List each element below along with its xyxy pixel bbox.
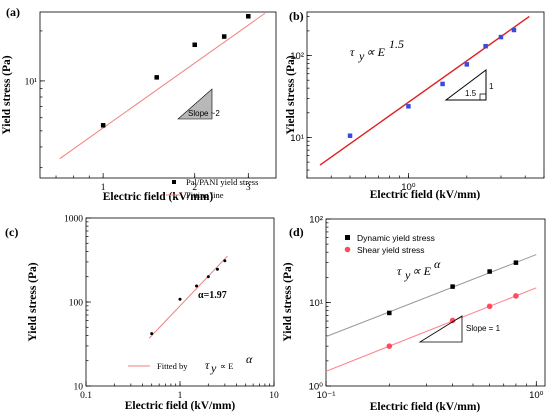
b-right-angle-mark — [479, 93, 486, 100]
a-slope-triangle — [177, 88, 213, 120]
c-legend-rest: ∝ E — [220, 361, 233, 371]
b-power-law-sub: y — [358, 49, 365, 63]
b-data-point — [464, 62, 470, 67]
panel-c: 0.1 1 10 10 100 1000 Electric field (kV/mm) Yie… — [5, 215, 279, 413]
b-panel-label: (b) — [289, 9, 304, 23]
a-plot-frame — [39, 11, 277, 179]
a-panel-label: (a) — [6, 5, 20, 19]
c-x-tick-label: 0.1 — [80, 391, 92, 401]
b-x-tick-label: 10⁰ — [401, 182, 416, 193]
c-y-tick-label: 1000 — [64, 215, 83, 225]
c-data-point — [178, 297, 182, 301]
d-y-axis-label: Yield stress (Pa) — [282, 262, 294, 341]
c-y-axis-label: Yield stress (Pa) — [27, 262, 39, 341]
b-x-axis-label: Electric field (kV/mm) — [370, 189, 481, 201]
a-legend-marker — [172, 180, 176, 184]
b-y-axis-label: Yield stress (Pa) — [285, 55, 297, 134]
d-legend-marker-1 — [345, 235, 350, 240]
a-data-point — [154, 75, 159, 80]
a-x-tick-label: 2 — [192, 183, 197, 193]
d-panel-label: (d) — [289, 225, 304, 239]
b-data-point — [406, 104, 411, 109]
d-y-tick-label: 10² — [309, 215, 323, 226]
b-slope-label: 1.5 — [465, 89, 477, 98]
c-x-tick-label: 1 — [178, 391, 183, 401]
c-data-point — [223, 259, 227, 263]
d-power-law-rhs: ∝ E — [412, 264, 432, 278]
a-y-axis-label: Yield stress (Pa) — [1, 55, 13, 134]
d-slope-triangle — [418, 315, 463, 343]
a-fit-line — [59, 12, 266, 160]
c-legend-y: y — [210, 361, 217, 375]
b-data-point — [511, 27, 517, 33]
a-x-tick-label: 1 — [101, 183, 106, 193]
c-alpha-label: α=1.97 — [198, 290, 227, 301]
d-legend-label-2: Shear yield stress — [357, 245, 425, 255]
c-data-point — [195, 284, 199, 288]
d-power-law-sub: y — [404, 268, 411, 282]
panel-a: 1 2 3 10¹ Electric field (kV/mm) Yield stress… — [1, 5, 277, 203]
d-x-tick-label: 10⁰ — [529, 390, 544, 401]
c-legend-exp: α — [246, 352, 253, 366]
d-data-point — [449, 317, 456, 324]
d-data-point — [386, 343, 393, 349]
d-data-point — [487, 269, 492, 274]
d-power-law-exponent: α — [434, 257, 441, 271]
d-data-point — [513, 293, 519, 299]
c-fit-line — [148, 255, 228, 339]
c-y-tick-label: 100 — [69, 299, 84, 309]
b-power-law-rhs: ∝ E — [366, 45, 386, 59]
d-fit-line — [325, 254, 537, 338]
a-x-tick-label: 3 — [246, 183, 251, 193]
panel-b: 10⁰ 10¹ 10² Electric field (kV/mm) Yield str… — [285, 9, 545, 201]
c-y-tick-label: 10 — [74, 383, 84, 393]
c-x-axis-label: Electric field (kV/mm) — [125, 400, 236, 412]
a-y-tick-label: 10¹ — [25, 77, 38, 87]
c-data-point — [215, 267, 219, 271]
b-data-point — [483, 43, 488, 49]
a-legend-label-2: Fitting line — [186, 190, 224, 200]
c-panel-label: (c) — [5, 225, 18, 239]
d-y-tick-label: 10⁰ — [309, 382, 324, 393]
b-y-tick-label: 10² — [290, 51, 304, 62]
d-data-point — [387, 310, 392, 316]
a-data-point — [192, 42, 197, 48]
d-x-tick-label: 10⁻¹ — [317, 390, 336, 401]
c-data-point — [150, 332, 154, 336]
d-data-point — [513, 260, 519, 265]
b-slope-triangle — [444, 69, 487, 101]
b-plot-frame — [306, 11, 545, 179]
d-legend-marker-2 — [344, 246, 351, 253]
d-power-law-tau: τ — [397, 264, 402, 278]
d-fit-line — [325, 287, 537, 372]
a-data-point — [221, 34, 227, 39]
a-slope-label: Slope ~2 — [188, 109, 220, 118]
a-data-point — [246, 14, 251, 19]
b-slope-one: 1 — [489, 82, 494, 91]
b-y-tick-label: 10¹ — [290, 133, 304, 144]
b-fit-line — [319, 15, 530, 166]
a-x-axis-label: Electric field (kV/mm) — [103, 191, 214, 203]
a-data-point — [100, 123, 106, 128]
c-x-tick-label: 10 — [269, 391, 279, 401]
d-slope-label: Slope = 1 — [466, 324, 501, 333]
b-data-point — [440, 81, 445, 87]
b-data-point — [347, 133, 353, 138]
d-legend-label-1: Dynamic yield stress — [357, 233, 435, 243]
c-legend-tau: τ — [205, 358, 210, 372]
d-data-point — [486, 303, 493, 310]
d-x-axis-label: Electric field (kV/mm) — [370, 401, 481, 413]
b-data-point — [498, 34, 504, 40]
b-power-law-tau: τ — [350, 45, 355, 59]
a-legend-label-1: Pal/PANI yield stress — [186, 177, 258, 187]
b-power-law-exponent: 1.5 — [389, 37, 404, 51]
d-y-tick-label: 10¹ — [309, 298, 323, 309]
c-data-point — [206, 275, 210, 279]
d-data-point — [450, 284, 455, 289]
c-legend-prefix: Fitted by — [157, 361, 188, 371]
